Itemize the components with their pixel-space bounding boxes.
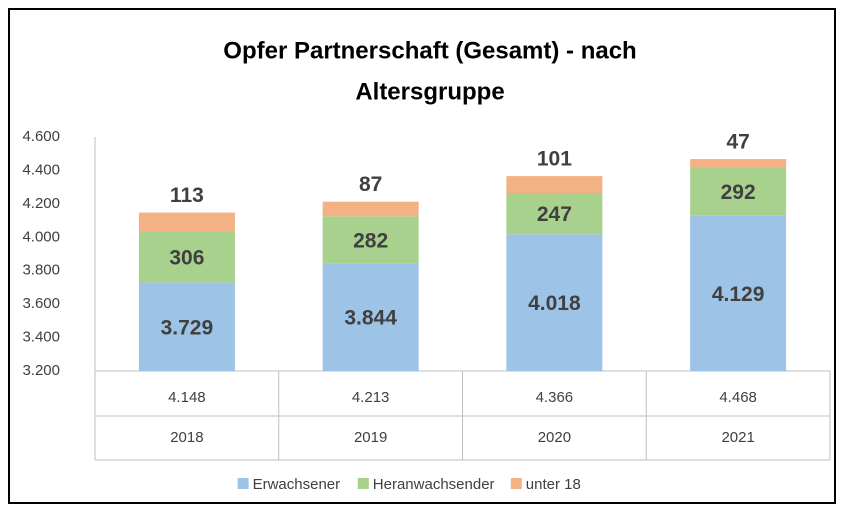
y-tick-label: 3.800 <box>22 262 60 279</box>
bar-segment <box>690 159 787 167</box>
table-total: 4.148 <box>168 389 206 406</box>
legend-swatch <box>357 478 369 489</box>
data-label: 282 <box>353 229 388 252</box>
data-label: 47 <box>726 131 749 154</box>
data-label: 101 <box>537 148 572 171</box>
legend-swatch <box>237 478 249 489</box>
bar-segment <box>322 201 419 217</box>
x-tick-label: 2021 <box>721 429 754 446</box>
bar-segment <box>322 216 419 264</box>
x-tick-label: 2019 <box>354 429 387 446</box>
data-label: 3.844 <box>344 307 397 330</box>
bar-segment <box>138 231 235 283</box>
legend-label: Heranwachsender <box>373 476 495 493</box>
y-tick-label: 3.200 <box>22 362 60 379</box>
table-total: 4.213 <box>352 389 390 406</box>
data-label: 247 <box>537 203 572 226</box>
data-label: 3.729 <box>161 316 214 339</box>
data-label: 306 <box>169 247 204 270</box>
table-total: 4.366 <box>536 389 574 406</box>
x-tick-label: 2018 <box>170 429 203 446</box>
data-label: 4.129 <box>712 283 765 306</box>
bar-segment <box>322 263 419 371</box>
x-tick-label: 2020 <box>538 429 571 446</box>
bar-segment <box>506 176 603 193</box>
y-tick-label: 4.000 <box>22 228 60 245</box>
legend-swatch <box>510 478 522 489</box>
data-label: 292 <box>721 181 756 204</box>
bar-segment <box>506 192 603 235</box>
y-tick-label: 4.400 <box>22 161 60 178</box>
bar-segment <box>138 282 235 371</box>
bar-segment <box>506 234 603 371</box>
bar-segment <box>690 166 787 216</box>
data-label: 4.018 <box>528 292 581 315</box>
bar-segment <box>690 215 787 371</box>
chart-title: Opfer Partnerschaft (Gesamt) - nach <box>223 37 636 64</box>
y-tick-label: 3.400 <box>22 329 60 346</box>
data-label: 113 <box>170 184 204 207</box>
chart-title: Altersgruppe <box>355 78 504 105</box>
legend-label: unter 18 <box>526 476 581 493</box>
legend-label: Erwachsener <box>253 476 341 493</box>
table-total: 4.468 <box>719 389 757 406</box>
data-label: 87 <box>359 173 382 196</box>
y-tick-label: 4.200 <box>22 195 60 212</box>
bar-segment <box>138 212 235 232</box>
y-tick-label: 3.600 <box>22 295 60 312</box>
y-tick-label: 4.600 <box>22 128 60 145</box>
